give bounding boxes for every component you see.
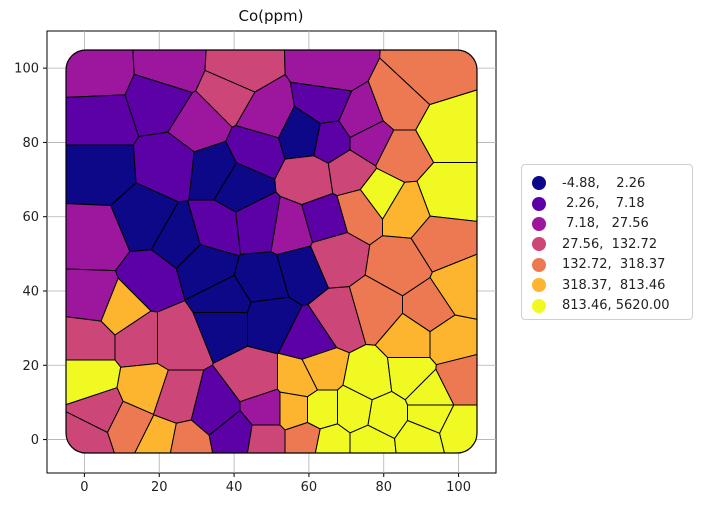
y-tick-label: 0 <box>31 433 39 448</box>
voronoi-cell <box>284 422 321 453</box>
voronoi-cell <box>167 419 216 453</box>
legend-label: 2.26, 7.18 <box>562 196 645 212</box>
voronoi-cell <box>364 235 433 297</box>
legend-swatch <box>532 176 546 191</box>
x-tick-label: 40 <box>226 480 243 495</box>
legend-item: 27.56, 132.72 <box>532 234 692 254</box>
region-outline <box>65 49 478 454</box>
legend: -4.88, 2.26 2.26, 7.18 7.18, 27.56 27.56… <box>521 164 693 320</box>
voronoi-cell <box>439 404 477 453</box>
legend-label: 27.56, 132.72 <box>562 236 658 252</box>
voronoi-cell <box>245 424 286 453</box>
legend-swatch <box>532 216 546 231</box>
y-tick-label: 100 <box>14 62 39 77</box>
legend-label: 7.18, 27.56 <box>562 216 649 232</box>
x-tick-label: 60 <box>301 480 318 495</box>
legend-swatch <box>532 298 546 313</box>
legend-swatch <box>532 257 546 272</box>
legend-label: 318.37, 813.46 <box>562 277 666 293</box>
voronoi-cell <box>66 50 135 99</box>
x-tick-label: 80 <box>375 480 392 495</box>
x-tick-label: 100 <box>446 480 471 495</box>
voronoi-cell <box>307 389 338 430</box>
legend-swatch <box>532 278 546 293</box>
y-tick-label: 80 <box>22 136 39 151</box>
x-tick-label: 0 <box>80 480 88 495</box>
plot-frame <box>46 30 497 474</box>
x-axis-ticks: 0 20 40 60 80 100 <box>80 473 471 495</box>
legend-swatch <box>532 237 546 252</box>
legend-item: 813.46, 5620.00 <box>532 295 692 315</box>
legend-label: 813.46, 5620.00 <box>562 298 670 314</box>
legend-item: -4.88, 2.26 <box>532 173 692 193</box>
legend-item: 318.37, 813.46 <box>532 275 692 295</box>
legend-swatch <box>532 196 546 211</box>
y-tick-label: 40 <box>22 285 39 300</box>
legend-label: 132.72, 318.37 <box>562 257 666 273</box>
legend-item: 132.72, 318.37 <box>532 255 692 275</box>
voronoi-cell <box>66 94 140 146</box>
y-tick-label: 20 <box>22 359 39 374</box>
y-axis-ticks: 0 20 40 60 80 100 <box>14 62 47 448</box>
voronoi-cell <box>349 120 395 167</box>
legend-item: 7.18, 27.56 <box>532 214 692 234</box>
x-tick-label: 20 <box>151 480 168 495</box>
chart-title: Co(ppm) <box>238 7 303 25</box>
legend-label: -4.88, 2.26 <box>562 175 646 191</box>
voronoi-cells <box>66 50 477 453</box>
legend-item: 2.26, 7.18 <box>532 193 692 213</box>
y-tick-label: 60 <box>22 210 39 225</box>
